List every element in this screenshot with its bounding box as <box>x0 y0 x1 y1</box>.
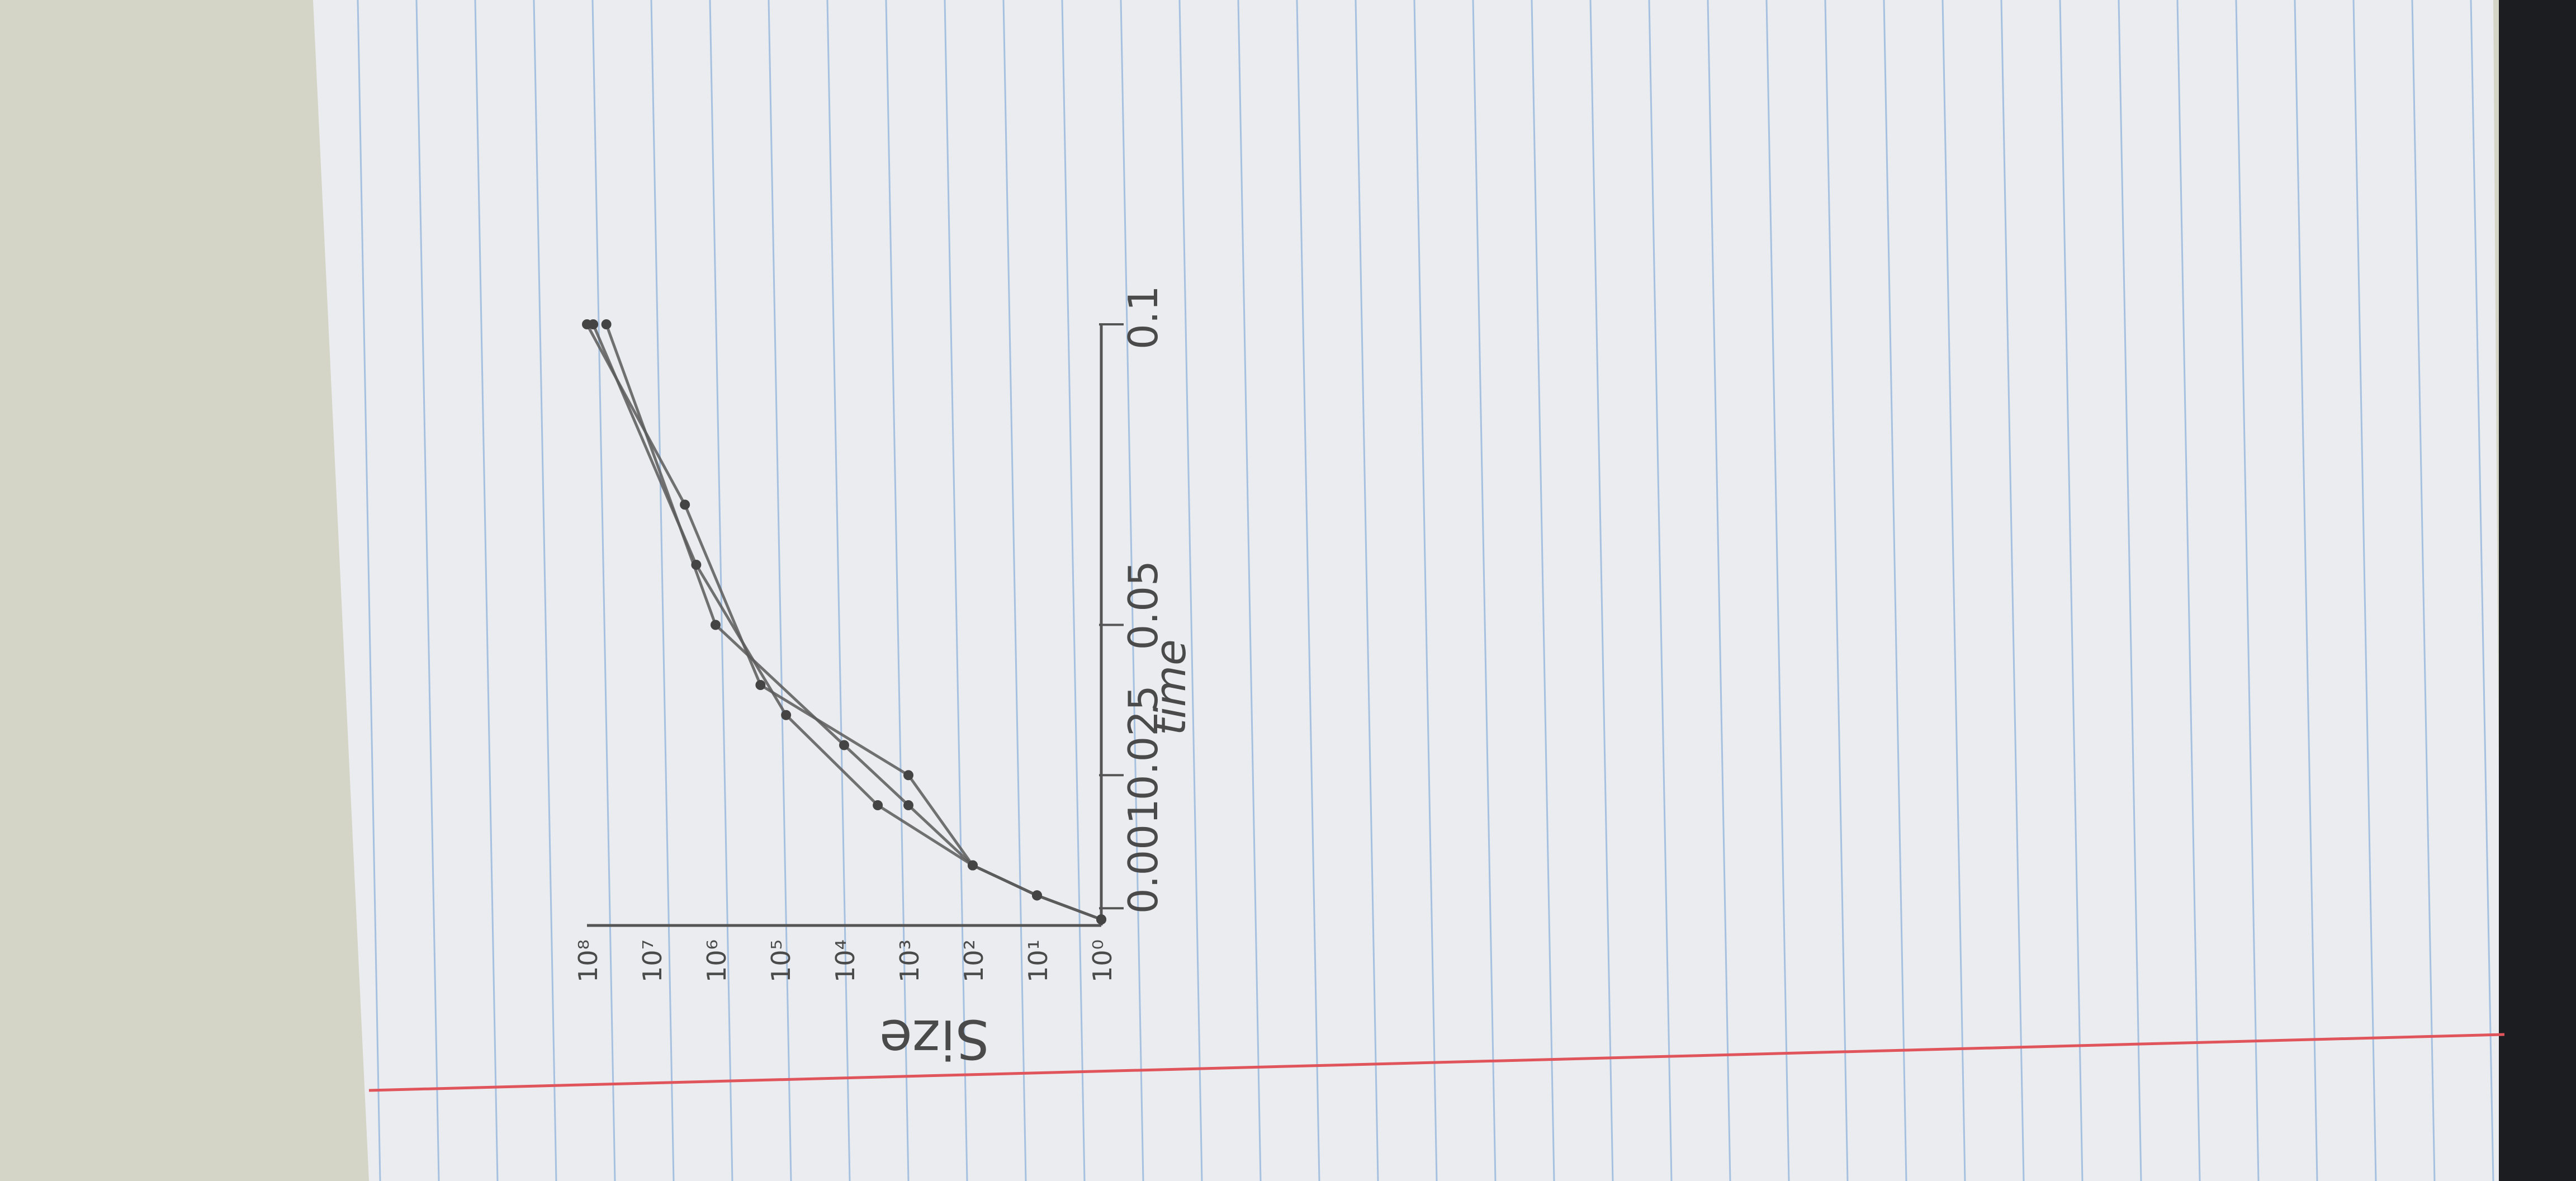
ruled-line <box>474 0 499 1181</box>
y-tick-label: 10⁴ <box>830 939 860 982</box>
ruled-line <box>1707 0 1731 1181</box>
data-point <box>968 860 978 871</box>
ruled-line <box>1765 0 1790 1181</box>
y-tick-label: 10² <box>959 939 989 982</box>
x-tick-label: 0.025 <box>1120 685 1167 800</box>
y-tick-label: 10³ <box>894 939 925 982</box>
ruled-line <box>650 0 675 1181</box>
data-point <box>711 620 721 630</box>
data-point <box>839 740 849 750</box>
ruled-line <box>1120 0 1144 1181</box>
data-point <box>1032 890 1042 901</box>
ruled-line <box>2294 0 2318 1181</box>
data-point <box>680 499 690 510</box>
ruled-line <box>1002 0 1027 1181</box>
ruled-line <box>2235 0 2260 1181</box>
ruled-line <box>1824 0 1849 1181</box>
y-tick-label: 10⁶ <box>702 939 732 982</box>
ruled-line <box>2411 0 2436 1181</box>
data-point <box>903 800 913 810</box>
ruled-line <box>768 0 792 1181</box>
data-point <box>781 710 792 720</box>
ruled-line <box>533 0 557 1181</box>
x-tick-label: 0.05 <box>1120 560 1167 650</box>
y-tick-label: 10⁵ <box>766 939 796 982</box>
ruled-line <box>944 0 968 1181</box>
x-axis-label: time <box>1145 639 1195 735</box>
ruled-line <box>1178 0 1203 1181</box>
margin-line <box>368 1033 2505 1092</box>
notebook-page <box>313 0 2502 1181</box>
ruled-line <box>2000 0 2025 1181</box>
ruled-line <box>1883 0 1907 1181</box>
page-edge-shadow <box>2499 0 2576 1181</box>
ruled-line <box>2470 0 2494 1181</box>
data-point <box>1096 914 1106 925</box>
ruled-line <box>1061 0 1086 1181</box>
ruled-line <box>2352 0 2377 1181</box>
data-point <box>601 319 612 329</box>
ruled-line <box>1472 0 1497 1181</box>
data-point <box>873 800 883 810</box>
ruled-line <box>591 0 616 1181</box>
data-point <box>755 680 766 690</box>
ruled-line <box>1296 0 1320 1181</box>
data-point <box>903 770 913 781</box>
ruled-line <box>2059 0 2083 1181</box>
y-axis-label: Size <box>879 1008 989 1070</box>
ruled-line <box>357 0 381 1181</box>
ruled-line <box>885 0 910 1181</box>
ruled-line <box>1648 0 1673 1181</box>
y-ticks: 10⁰ 10¹ 10² 10³ 10⁴ 10⁵ 10⁶ 10⁷ 10⁸ <box>573 939 1117 982</box>
ruled-line <box>1237 0 1262 1181</box>
ruled-lines <box>357 0 2494 1181</box>
y-tick-label: 10⁷ <box>637 939 667 982</box>
y-tick-label: 10¹ <box>1023 939 1053 982</box>
ruled-line <box>1355 0 1379 1181</box>
y-tick-label: 10⁰ <box>1087 939 1117 982</box>
x-tick-label: 0.001 <box>1120 799 1167 914</box>
ruled-line <box>415 0 440 1181</box>
ruled-line <box>2118 0 2142 1181</box>
ruled-line <box>1531 0 1555 1181</box>
data-point <box>582 319 592 329</box>
data-point <box>691 560 702 570</box>
ruled-line <box>1589 0 1614 1181</box>
ruled-line <box>1413 0 1438 1181</box>
y-tick-label: 10⁸ <box>573 939 603 982</box>
ruled-line <box>2176 0 2201 1181</box>
ruled-line <box>826 0 851 1181</box>
x-tick-label: 0.1 <box>1120 285 1167 349</box>
series-group <box>582 319 1106 925</box>
ruled-line <box>1942 0 1966 1181</box>
